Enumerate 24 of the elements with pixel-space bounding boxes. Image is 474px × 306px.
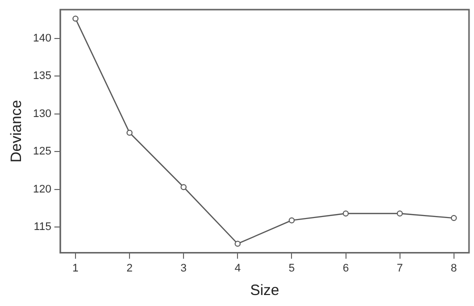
x-tick-label: 7 bbox=[396, 262, 403, 274]
point bbox=[234, 240, 241, 247]
point bbox=[72, 16, 78, 22]
x-tick-label: 8 bbox=[450, 262, 457, 274]
x-tick-label: 4 bbox=[234, 262, 241, 274]
point bbox=[288, 217, 295, 224]
point bbox=[450, 215, 457, 222]
point bbox=[396, 210, 403, 217]
x-axis-title: Size bbox=[250, 282, 280, 300]
x-tick-label: 1 bbox=[72, 262, 79, 274]
y-tick-label: 115 bbox=[34, 221, 52, 234]
x-tick-label: 6 bbox=[342, 262, 349, 274]
y-axis-title: Deviance bbox=[8, 100, 26, 162]
point bbox=[180, 184, 187, 190]
y-tick-label: 130 bbox=[32, 108, 52, 120]
y-tick-label: 125 bbox=[32, 146, 52, 158]
y-tick-label: 140 bbox=[32, 32, 52, 44]
x-tick-label: 2 bbox=[126, 262, 133, 274]
x-tick-label: 3 bbox=[180, 262, 187, 274]
point bbox=[126, 130, 133, 136]
y-tick-label: 135 bbox=[32, 70, 52, 82]
x-tick-label: 5 bbox=[288, 262, 295, 274]
point bbox=[342, 210, 349, 217]
y-tick-label: 120 bbox=[32, 183, 52, 196]
